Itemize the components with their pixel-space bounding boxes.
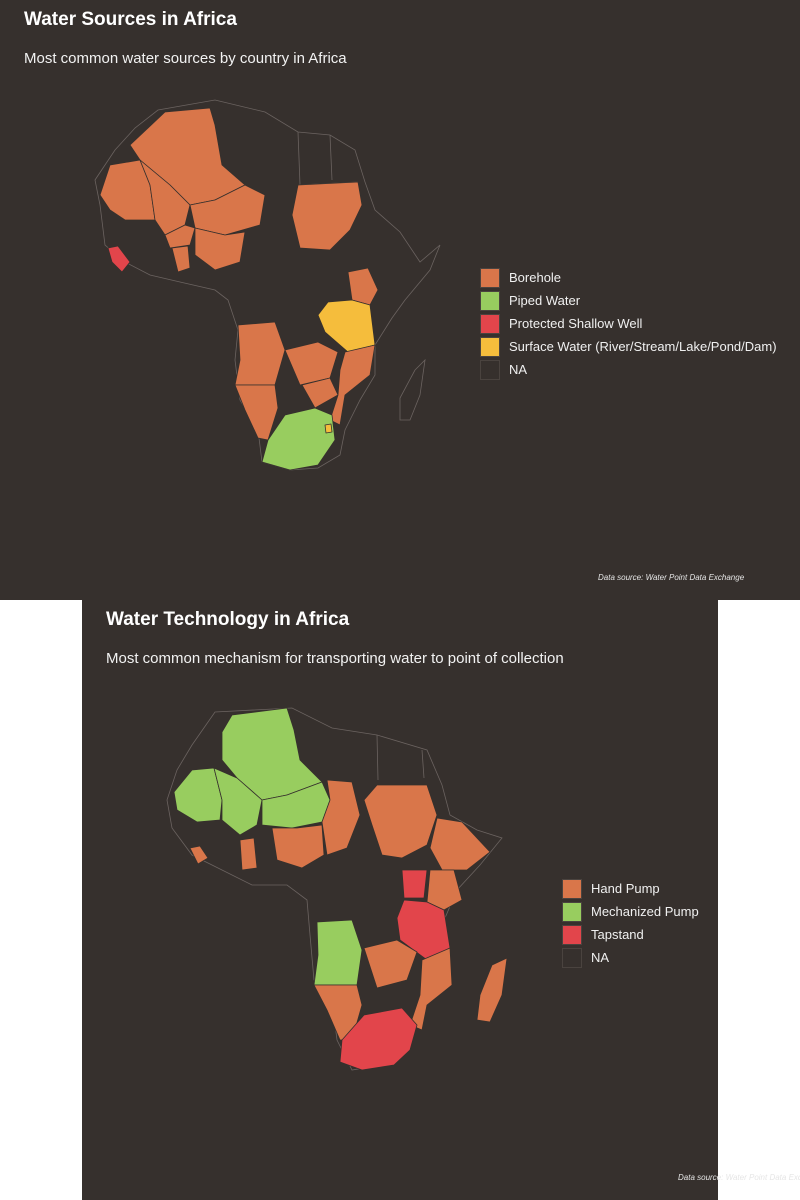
region-mozambique	[409, 947, 453, 1031]
legend-swatch	[480, 336, 500, 357]
legend-swatch	[562, 947, 582, 968]
region-sierra-leone	[107, 245, 131, 273]
africa-map	[166, 707, 508, 1071]
region-south-africa	[261, 407, 336, 471]
libya-egypt-border	[376, 734, 425, 781]
legend-item-na: NA	[480, 358, 777, 381]
legend-label: NA	[591, 950, 610, 965]
legend-item-surface-water: Surface Water (River/Stream/Lake/Pond/Da…	[480, 335, 777, 358]
legend-item-mechanized-pump: Mechanized Pump	[562, 900, 699, 923]
legend-item-protected-shallow-well: Protected Shallow Well	[480, 312, 777, 335]
region-mauritania	[173, 767, 223, 823]
region-ethiopia	[429, 817, 491, 871]
map-subtitle: Most common mechanism for transporting w…	[106, 650, 564, 667]
legend-label: Piped Water	[509, 293, 581, 308]
region-sierra-leone	[189, 845, 209, 865]
madagascar-outline	[399, 358, 426, 421]
region-zambia	[284, 341, 339, 386]
legend-label: Hand Pump	[591, 881, 660, 896]
legend-swatch	[480, 267, 500, 288]
legend-swatch	[562, 901, 582, 922]
region-kenya	[426, 869, 463, 911]
legend-label: Surface Water (River/Stream/Lake/Pond/Da…	[509, 339, 777, 354]
legend-label: Tapstand	[591, 927, 644, 942]
legend-swatch	[480, 290, 500, 311]
legend-swatch	[562, 924, 582, 945]
legend-label: NA	[509, 362, 528, 377]
data-source-caption: Data source: Water Point Data Exchange	[598, 573, 745, 582]
legend-item-na: NA	[562, 946, 699, 969]
legend-swatch	[562, 878, 582, 899]
map-title: Water Technology in Africa	[106, 609, 350, 630]
region-uganda	[401, 869, 428, 899]
legend: Borehole Piped Water Protected Shallow W…	[480, 266, 777, 381]
legend-item-borehole: Borehole	[480, 266, 777, 289]
region-eswatini	[324, 423, 333, 434]
legend-label: Borehole	[509, 270, 562, 285]
map-subtitle: Most common water sources by country in …	[24, 50, 347, 67]
region-angola	[234, 321, 286, 386]
legend-label: Mechanized Pump	[591, 904, 699, 919]
region-ghana	[171, 245, 191, 273]
legend-label: Protected Shallow Well	[509, 316, 643, 331]
africa-map	[94, 99, 441, 471]
region-sudan	[363, 784, 438, 859]
region-sudan	[291, 181, 363, 251]
legend: Hand Pump Mechanized Pump Tapstand NA	[562, 877, 699, 969]
data-source-caption: Data source: Water Point Data Exch	[678, 1173, 800, 1182]
region-zambia	[363, 939, 418, 989]
region-nigeria	[271, 824, 325, 869]
legend-swatch	[480, 313, 500, 334]
region-angola	[313, 919, 363, 986]
region-madagascar	[476, 957, 508, 1023]
region-mozambique	[329, 344, 376, 426]
legend-item-tapstand: Tapstand	[562, 923, 699, 946]
region-south-africa	[339, 1007, 418, 1071]
region-mali	[213, 767, 263, 836]
water-technology-map-panel: Water Technology in Africa Most common m…	[82, 600, 800, 1200]
region-nigeria	[194, 227, 246, 271]
water-sources-map-panel: Water Sources in Africa Most common wate…	[0, 0, 800, 600]
region-kenya	[347, 267, 379, 306]
region-ghana	[239, 837, 258, 871]
region-burkina	[164, 224, 196, 249]
legend-item-piped-water: Piped Water	[480, 289, 777, 312]
region-chad	[321, 779, 361, 856]
legend-item-hand-pump: Hand Pump	[562, 877, 699, 900]
map-title: Water Sources in Africa	[24, 9, 237, 30]
legend-swatch	[480, 359, 500, 380]
